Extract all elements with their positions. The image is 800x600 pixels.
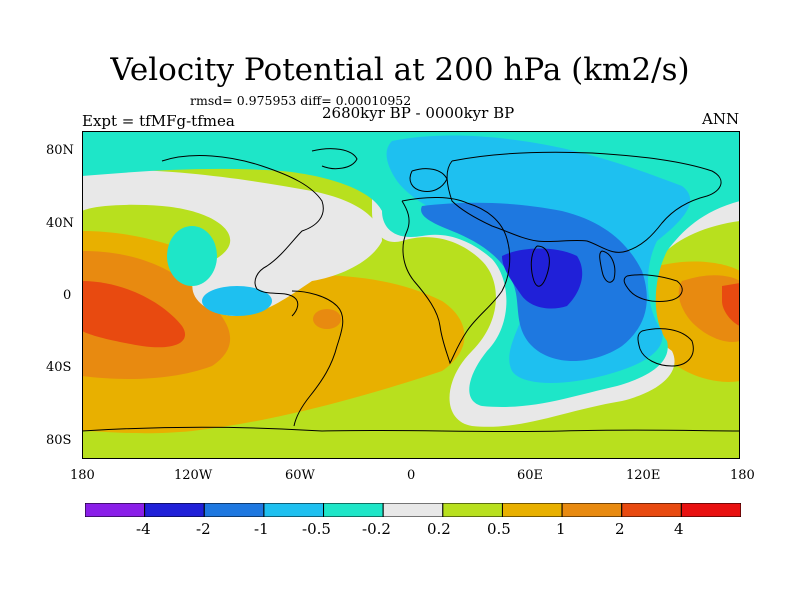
colorbar-swatch	[680, 503, 741, 517]
field-neg-4	[502, 248, 583, 309]
colorbar-label: 4	[674, 520, 684, 538]
colorbar-swatch	[144, 503, 205, 517]
field-pos-1-atlantic	[313, 309, 341, 329]
map-frame	[82, 131, 740, 459]
velocity-potential-map	[82, 131, 740, 459]
rmsd-diff-stats: rmsd= 0.975953 diff= 0.00010952	[190, 93, 412, 108]
colorbar-swatch	[203, 503, 265, 517]
lon-tick-180w: 180	[70, 468, 95, 483]
map-title: Velocity Potential at 200 hPa (km2/s)	[110, 52, 690, 88]
lat-tick-0: 0	[63, 288, 72, 303]
colorbar-swatch	[442, 503, 503, 517]
coastlines	[82, 148, 740, 433]
colorbar-swatch	[85, 503, 146, 517]
field-pos-2-east	[722, 283, 740, 326]
colorbar-swatch	[561, 503, 623, 517]
colorbar-swatch	[501, 503, 563, 517]
colorbar-label: -0.2	[362, 520, 391, 538]
colorbar-label: 0.5	[487, 520, 511, 538]
colorbar-swatch	[263, 503, 325, 517]
period-label: 2680kyr BP - 0000kyr BP	[322, 104, 515, 122]
lon-tick-180e: 180	[730, 468, 755, 483]
lon-tick-0: 0	[407, 468, 416, 483]
colorbar-label: 0.2	[427, 520, 451, 538]
lon-tick-60e: 60E	[517, 468, 544, 483]
lon-tick-120e: 120E	[626, 468, 661, 483]
experiment-label: Expt = tfMFg-tfmea	[82, 112, 235, 130]
colorbar-swatch	[621, 503, 682, 517]
lat-tick-40n: 40N	[46, 216, 74, 231]
field-neg-1-pacific	[202, 286, 272, 316]
season-label: ANN	[702, 110, 740, 128]
lon-tick-120w: 120W	[174, 468, 213, 483]
colorbar-label: 2	[615, 520, 625, 538]
field-neg-05-namerica	[167, 226, 217, 286]
colorbar	[85, 503, 741, 517]
field-pos-2	[82, 281, 186, 348]
colorbar-label: 1	[556, 520, 566, 538]
colorbar-label: -1	[254, 520, 269, 538]
colorbar-swatch	[382, 503, 444, 517]
colorbar-label: -0.5	[302, 520, 331, 538]
field-neg-02-west	[82, 169, 382, 316]
lat-tick-40s: 40S	[46, 360, 72, 375]
lon-tick-60w: 60W	[285, 468, 315, 483]
colorbar-label: -2	[196, 520, 211, 538]
lat-tick-80n: 80N	[46, 143, 74, 158]
colorbar-swatch	[323, 503, 384, 517]
lat-tick-80s: 80S	[46, 433, 72, 448]
colorbar-label: -4	[136, 520, 151, 538]
